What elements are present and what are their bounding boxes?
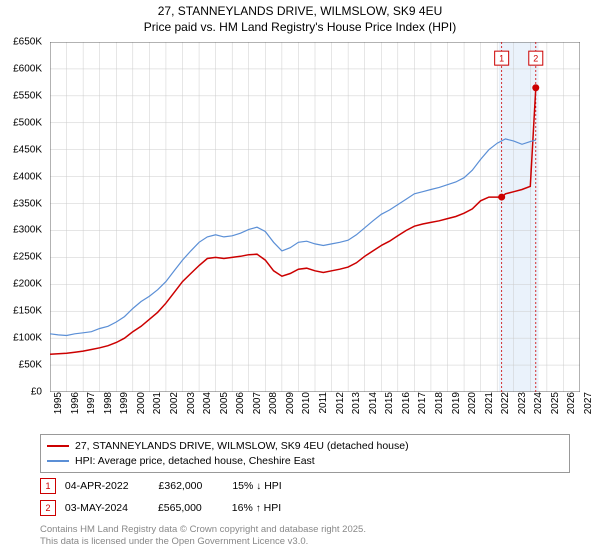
x-tick-label: 2011 <box>318 392 329 422</box>
arrow-up-icon: ↑ <box>256 503 261 514</box>
y-tick-label: £600K <box>0 63 42 74</box>
y-tick-label: £550K <box>0 90 42 101</box>
callout-pct-1: 15% <box>232 480 253 492</box>
x-tick-label: 2001 <box>152 392 163 422</box>
legend-item: HPI: Average price, detached house, Ches… <box>47 454 563 469</box>
y-tick-label: £450K <box>0 144 42 155</box>
y-tick-label: £150K <box>0 306 42 317</box>
x-tick-label: 2000 <box>136 392 147 422</box>
x-tick-label: 2013 <box>351 392 362 422</box>
footer-line-1: Contains HM Land Registry data © Crown c… <box>40 524 580 536</box>
legend-box: 27, STANNEYLANDS DRIVE, WILMSLOW, SK9 4E… <box>40 434 570 473</box>
y-tick-label: £100K <box>0 333 42 344</box>
chart-plot-area: 12 <box>50 42 580 392</box>
x-axis-labels: 1995 1996 1997 1998 1999 2000 2001 2002 2003 2004… <box>50 394 580 430</box>
x-tick-label: 1997 <box>86 392 97 422</box>
callout-pct-2: 16% <box>232 502 253 514</box>
x-tick-label: 2014 <box>368 392 379 422</box>
y-tick-label: £350K <box>0 198 42 209</box>
callout-suffix-2: HPI <box>264 502 282 514</box>
x-tick-label: 1998 <box>103 392 114 422</box>
y-tick-label: £50K <box>0 360 42 371</box>
callout-price-2: £565,000 <box>158 502 202 514</box>
callout-date-1: 04-APR-2022 <box>65 480 129 492</box>
x-tick-label: 1996 <box>70 392 81 422</box>
title-block: 27, STANNEYLANDS DRIVE, WILMSLOW, SK9 4E… <box>0 0 600 34</box>
x-tick-label: 2002 <box>169 392 180 422</box>
x-tick-label: 2006 <box>235 392 246 422</box>
chart-container: 27, STANNEYLANDS DRIVE, WILMSLOW, SK9 4E… <box>0 0 600 560</box>
x-tick-label: 2004 <box>202 392 213 422</box>
x-tick-label: 1995 <box>53 392 64 422</box>
svg-text:2: 2 <box>533 54 538 64</box>
legend-swatch <box>47 445 69 447</box>
x-tick-label: 2021 <box>484 392 495 422</box>
y-tick-label: £250K <box>0 252 42 263</box>
y-tick-label: £400K <box>0 171 42 182</box>
x-tick-label: 2007 <box>252 392 263 422</box>
legend-label: HPI: Average price, detached house, Ches… <box>75 454 315 469</box>
y-tick-label: £500K <box>0 117 42 128</box>
y-tick-label: £650K <box>0 37 42 48</box>
legend-swatch <box>47 460 69 462</box>
callout-row-1: 1 04-APR-2022 £362,000 15% ↓ HPI <box>40 478 282 494</box>
callout-badge-2: 2 <box>40 500 56 516</box>
arrow-down-icon: ↓ <box>256 481 261 492</box>
x-tick-label: 2010 <box>301 392 312 422</box>
address-title: 27, STANNEYLANDS DRIVE, WILMSLOW, SK9 4E… <box>0 4 600 18</box>
callout-badge-1: 1 <box>40 478 56 494</box>
chart-svg: 12 <box>50 42 580 392</box>
callout-price-1: £362,000 <box>159 480 203 492</box>
subtitle: Price paid vs. HM Land Registry's House … <box>0 20 600 34</box>
x-tick-label: 2003 <box>186 392 197 422</box>
x-tick-label: 2016 <box>401 392 412 422</box>
legend-label: 27, STANNEYLANDS DRIVE, WILMSLOW, SK9 4E… <box>75 439 409 454</box>
x-tick-label: 2020 <box>467 392 478 422</box>
legend-item: 27, STANNEYLANDS DRIVE, WILMSLOW, SK9 4E… <box>47 439 563 454</box>
y-tick-label: £200K <box>0 279 42 290</box>
footer-attribution: Contains HM Land Registry data © Crown c… <box>40 524 580 549</box>
callout-date-2: 03-MAY-2024 <box>65 502 128 514</box>
y-tick-label: £300K <box>0 225 42 236</box>
x-tick-label: 2024 <box>533 392 544 422</box>
x-tick-label: 2025 <box>550 392 561 422</box>
x-tick-label: 2018 <box>434 392 445 422</box>
x-tick-label: 2022 <box>500 392 511 422</box>
x-tick-label: 2019 <box>451 392 462 422</box>
x-tick-label: 2023 <box>517 392 528 422</box>
x-tick-label: 2009 <box>285 392 296 422</box>
x-tick-label: 2026 <box>566 392 577 422</box>
y-axis-labels: £0£50K£100K£150K£200K£250K£300K£350K£400… <box>0 42 46 392</box>
callout-suffix-1: HPI <box>264 480 282 492</box>
x-tick-label: 2005 <box>219 392 230 422</box>
x-tick-label: 2017 <box>417 392 428 422</box>
x-tick-label: 2015 <box>384 392 395 422</box>
x-tick-label: 2008 <box>268 392 279 422</box>
y-tick-label: £0 <box>0 387 42 398</box>
footer-line-2: This data is licensed under the Open Gov… <box>40 536 580 548</box>
svg-text:1: 1 <box>499 54 504 64</box>
x-tick-label: 2012 <box>335 392 346 422</box>
callout-row-2: 2 03-MAY-2024 £565,000 16% ↑ HPI <box>40 500 281 516</box>
x-tick-label: 2027 <box>583 392 594 422</box>
x-tick-label: 1999 <box>119 392 130 422</box>
